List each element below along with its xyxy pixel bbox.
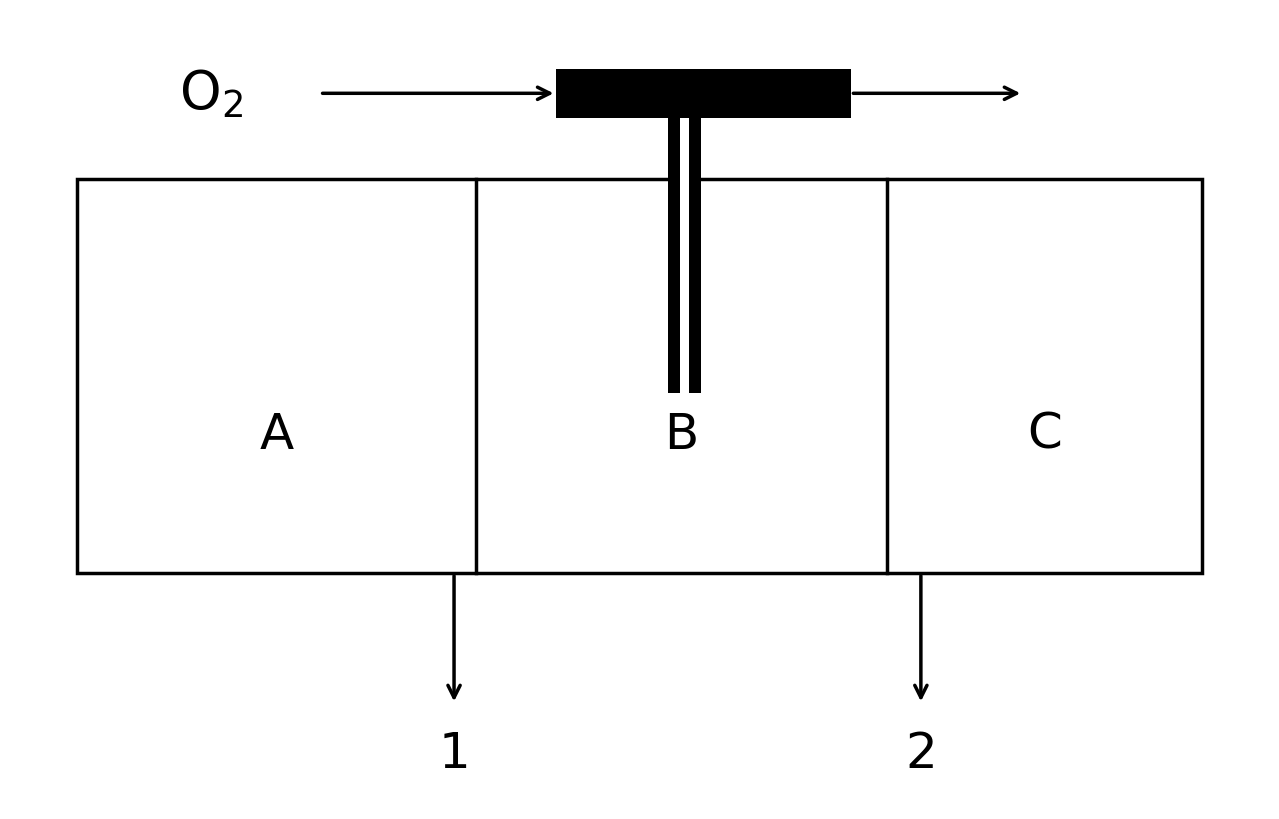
Text: 2: 2	[906, 730, 936, 777]
Bar	[556, 70, 851, 119]
Text: $\mathregular{O_2}$: $\mathregular{O_2}$	[179, 68, 243, 120]
Text: A: A	[260, 410, 294, 458]
Bar	[689, 119, 701, 393]
Text: 1: 1	[439, 730, 469, 777]
Bar	[668, 119, 679, 393]
Text: C: C	[1027, 410, 1062, 458]
Bar	[679, 119, 689, 393]
Text: B: B	[665, 410, 698, 458]
Bar	[77, 180, 1202, 573]
